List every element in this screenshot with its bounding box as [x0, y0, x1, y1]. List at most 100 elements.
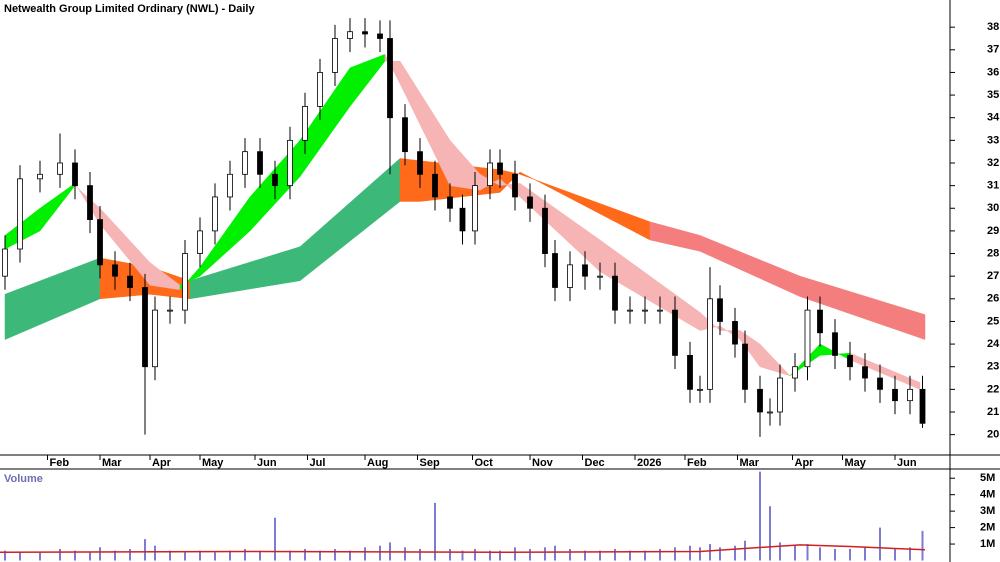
y-tick-label: 24: [987, 338, 1000, 350]
x-tick-label: Apr: [152, 457, 172, 469]
candle-body: [197, 230, 203, 254]
candle-body: [302, 105, 308, 141]
volume-bar: [19, 552, 21, 561]
volume-bar: [554, 545, 556, 561]
volume-bar: [719, 547, 721, 561]
volume-label: Volume: [4, 473, 43, 485]
y-tick-label: 29: [987, 225, 999, 237]
volume-bar: [529, 548, 531, 561]
candle-body: [212, 196, 218, 232]
volume-bar: [364, 547, 366, 561]
volume-bar: [319, 550, 321, 561]
y-tick-label: 31: [987, 180, 999, 192]
volume-bar: [59, 548, 61, 561]
candle-body: [497, 162, 503, 175]
volume-bar: [334, 548, 336, 561]
candle-body: [87, 185, 93, 220]
chart-title: Netwealth Group Limited Ordinary (NWL) -…: [4, 3, 255, 15]
y-tick-label: 28: [987, 247, 999, 259]
volume-bar: [894, 548, 896, 561]
volume-bar: [629, 550, 631, 561]
candle-body: [627, 309, 633, 312]
candle-body: [717, 298, 723, 322]
candle-body: [732, 321, 738, 345]
volume-bar: [169, 550, 171, 561]
candle-body: [347, 31, 353, 39]
volume-bar: [599, 550, 601, 561]
candle-body: [317, 72, 323, 107]
volume-bar: [759, 471, 761, 561]
candle-body: [57, 162, 63, 175]
candle-body: [487, 162, 493, 187]
y-tick-label: 20: [987, 429, 999, 441]
y-tick-label: 2M: [980, 521, 995, 533]
candle-body: [2, 248, 8, 277]
volume-bar: [544, 547, 546, 561]
volume-bar: [489, 550, 491, 561]
candle-body: [742, 343, 748, 390]
candle-body: [542, 207, 548, 254]
x-tick-label: Jun: [257, 457, 277, 469]
candle-body: [777, 377, 783, 413]
volume-bar: [379, 545, 381, 561]
ribbon-segment: [399, 158, 421, 202]
x-tick-label: May: [845, 457, 867, 469]
candle-body: [597, 275, 603, 278]
volume-bar: [674, 547, 676, 561]
x-tick-label: Mar: [740, 457, 760, 469]
volume-bar: [794, 545, 796, 561]
x-tick-label: Jun: [897, 457, 917, 469]
candle-body: [17, 178, 23, 250]
candle-body: [257, 151, 263, 175]
candle-body: [447, 196, 453, 209]
x-tick-label: Aug: [367, 457, 388, 469]
candle-body: [567, 264, 573, 288]
volume-bar: [99, 547, 101, 561]
candle-body: [552, 253, 558, 288]
y-tick-label: 22: [987, 383, 999, 395]
y-tick-label: 25: [987, 315, 999, 327]
candle-body: [687, 354, 693, 390]
volume-bar: [229, 550, 231, 561]
volume-bar: [199, 550, 201, 561]
candle-body: [152, 309, 158, 368]
x-tick-label: Mar: [102, 457, 122, 469]
volume-bar: [864, 547, 866, 561]
y-tick-label: 26: [987, 293, 999, 305]
volume-bar: [921, 530, 924, 561]
y-tick-label: 4M: [980, 489, 995, 501]
volume-bar: [274, 517, 276, 561]
volume-bar: [244, 548, 246, 561]
candle-body: [862, 366, 868, 379]
volume-average: [0, 544, 926, 554]
x-tick-label: Jul: [310, 457, 326, 469]
volume-bar: [734, 545, 736, 561]
x-tick-label: Feb: [687, 457, 707, 469]
y-tick-label: 5M: [980, 472, 995, 484]
candle-body: [387, 38, 393, 119]
candle-body: [417, 151, 423, 175]
y-tick-label: 32: [987, 157, 999, 169]
candle-body: [642, 309, 648, 312]
volume-bar: [39, 552, 41, 561]
volume-bar: [879, 527, 881, 561]
volume-bar: [404, 547, 406, 561]
candle-body: [432, 173, 438, 198]
candle-body: [362, 31, 368, 35]
volume-bar: [499, 550, 501, 561]
candle-body: [402, 117, 408, 153]
candle-body: [757, 388, 763, 413]
x-tick-label: Feb: [50, 457, 70, 469]
candle-body: [242, 151, 248, 175]
candle-body: [804, 309, 811, 368]
volume-bar: [74, 550, 76, 561]
volume-bar: [849, 548, 851, 561]
volume-bar: [819, 547, 821, 561]
volume-bar: [184, 552, 186, 561]
candle-body: [907, 388, 913, 402]
y-tick-label: 23: [987, 361, 999, 373]
candle-body: [332, 38, 338, 73]
volume-bar: [744, 540, 746, 561]
candle-body: [892, 388, 898, 402]
